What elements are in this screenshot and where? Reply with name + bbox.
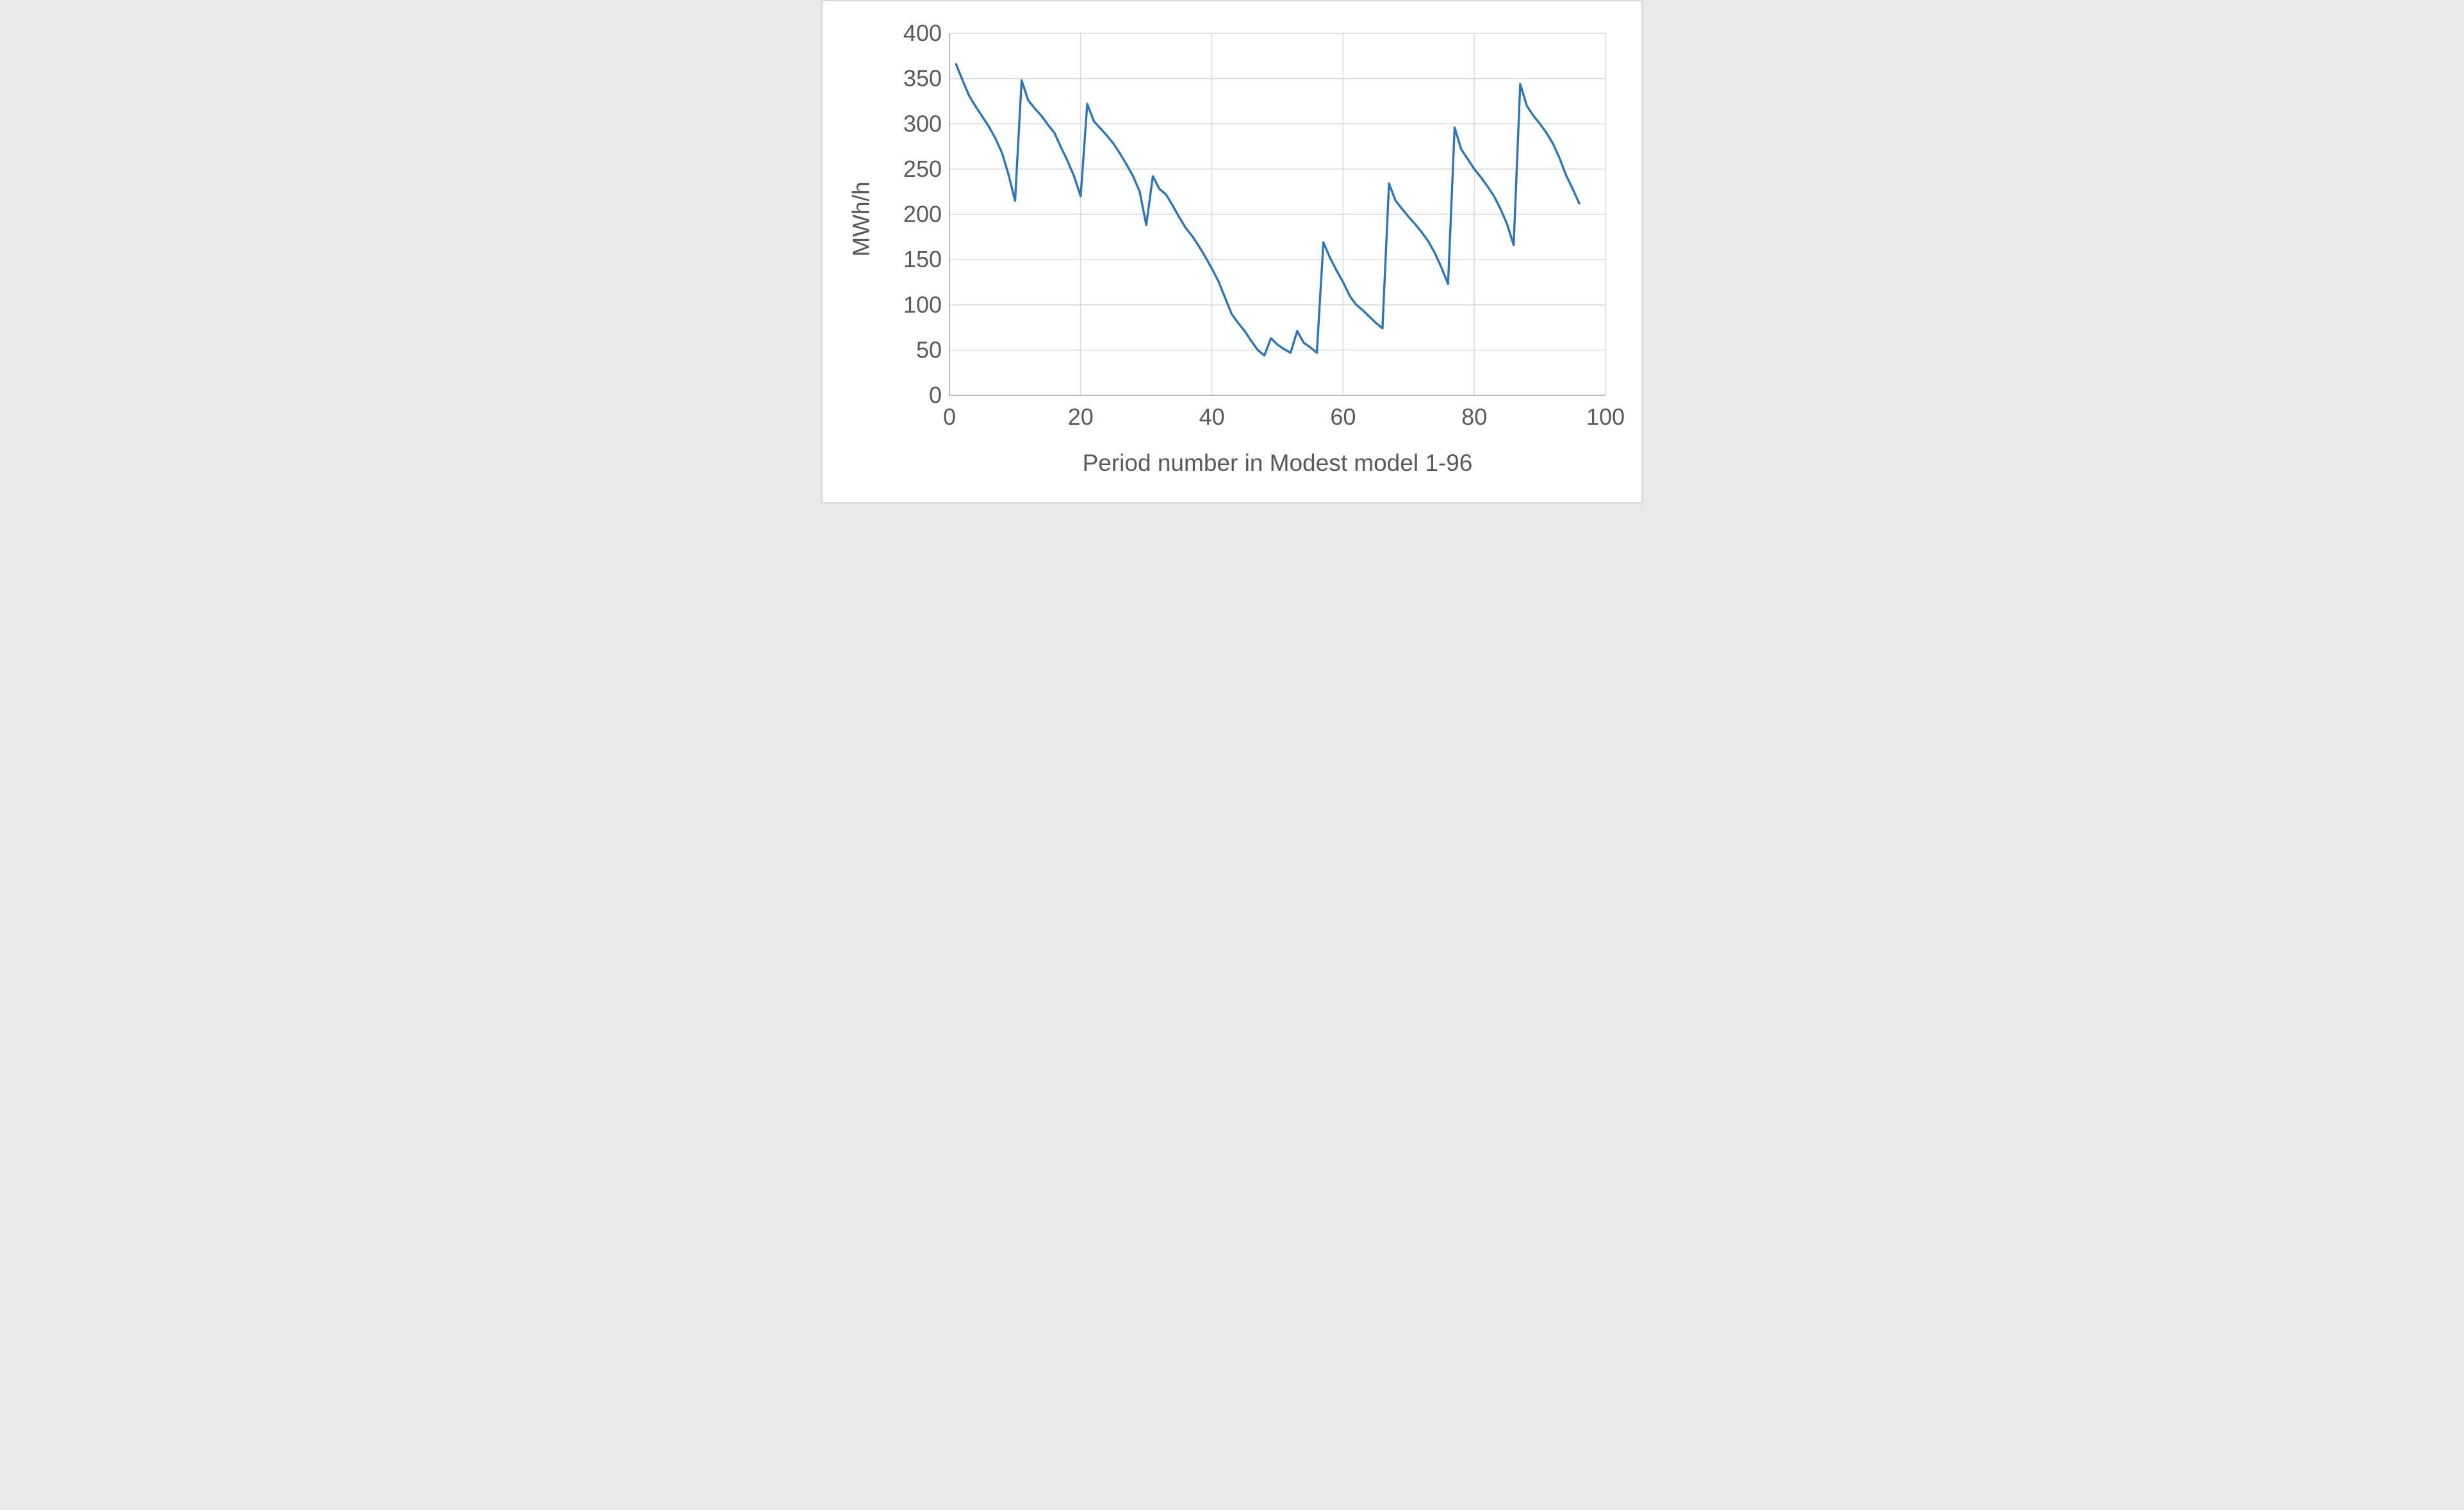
line-chart: 0 50 100 150 200 250 300 350 400 0 20 40 60 80 100: [903, 20, 1625, 430]
y-tick-label: 100: [903, 291, 942, 318]
y-tick-label: 400: [903, 20, 942, 46]
x-tick-label: 20: [1068, 404, 1094, 430]
y-axis-title: MWh/h: [848, 181, 875, 257]
y-tick-label: 250: [903, 156, 942, 182]
x-tick-label: 40: [1199, 404, 1225, 430]
data-series-line: [955, 63, 1581, 357]
y-tick-label: 300: [903, 110, 942, 136]
x-axis-title: Period number in Modest model 1-96: [1082, 450, 1473, 476]
x-tick-label: 0: [943, 404, 956, 430]
x-tick-label: 60: [1330, 404, 1356, 430]
y-tick-label: 200: [903, 201, 942, 227]
x-tick-label: 100: [1586, 404, 1625, 430]
y-tick-label: 350: [903, 65, 942, 92]
chart-figure: 0 50 100 150 200 250 300 350 400 0 20 40 60 80 100 MWh…: [821, 0, 1643, 504]
y-tick-label: 0: [929, 382, 942, 408]
y-tick-label: 150: [903, 246, 942, 272]
y-tick-label: 50: [916, 336, 942, 363]
x-tick-label: 80: [1461, 404, 1487, 430]
